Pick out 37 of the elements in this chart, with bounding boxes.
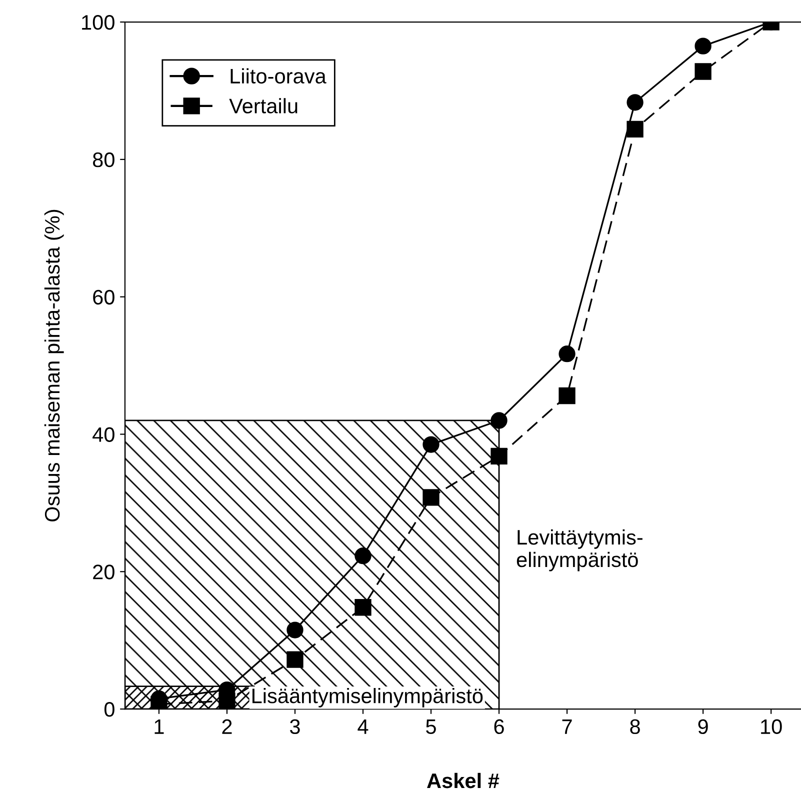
point: [626, 120, 644, 138]
point: [490, 448, 508, 465]
x-tick-label: 2: [222, 719, 232, 734]
point: [354, 547, 372, 564]
x-tick-label: 1: [154, 720, 164, 734]
point: [422, 436, 440, 453]
legend-label: Vertailu: [229, 98, 298, 114]
point: [490, 412, 508, 429]
point: [694, 63, 712, 80]
point: [422, 489, 440, 506]
x-tick-label: 10: [761, 719, 782, 734]
y-tick-label: 0: [104, 702, 114, 717]
legend-label: Liito-orava: [230, 68, 326, 84]
x-tick-label: 3: [290, 719, 300, 734]
x-tick-label: 4: [358, 720, 368, 734]
y-tick-label: 60: [93, 290, 114, 305]
point: [286, 622, 304, 638]
x-tick-label: 6: [494, 719, 504, 734]
x-tick-label: 8: [630, 719, 640, 734]
point: [558, 346, 576, 362]
y-axis-title: Osuus maiseman pinta-alasta (%): [44, 210, 64, 522]
y-tick-label: 40: [92, 427, 114, 442]
x-tick-label: 7: [562, 720, 572, 734]
x-tick-label: 5: [426, 720, 436, 734]
x-axis-title: Askel #: [427, 772, 500, 788]
point: [286, 651, 304, 668]
point: [694, 38, 712, 54]
y-tick-label: 100: [82, 15, 114, 30]
point: [558, 387, 576, 404]
point: [626, 94, 644, 111]
point: [354, 599, 372, 616]
series-label: Lisääntymiselinympäristö: [252, 688, 483, 708]
y-tick-label: 80: [92, 152, 114, 168]
point: [218, 692, 236, 710]
series-label: Levittäytymis- elinympäristö: [516, 529, 642, 572]
x-tick-label: 9: [698, 719, 708, 734]
y-tick-label: 20: [93, 564, 114, 580]
